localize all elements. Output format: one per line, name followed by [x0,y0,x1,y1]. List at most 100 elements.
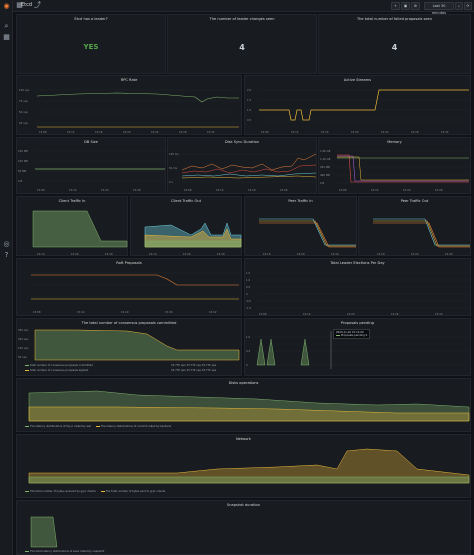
table-values: 33.77K ops 33.77K ops 33.77K ops [171,364,216,367]
snapshot-chart [30,516,58,548]
search-icon[interactable]: ⌕ [4,22,9,30]
area-disk-ops-1 [28,390,470,422]
tooltip-row: Proposals pending 0 [336,334,367,337]
panel-title: Peer Traffic In [288,199,313,203]
legend-color-icon [336,334,340,336]
y-tick: 1.86 GB [320,149,331,153]
panel-title: Peer Traffic Out [400,199,429,203]
legend-color-icon [25,364,29,366]
panel-title: Active Streams [343,78,372,82]
y-tick: 25 ops [19,121,28,125]
x-tick: 15:26 [391,312,399,316]
save-button[interactable]: ▣ [401,2,410,10]
y-tick: 150 MB [18,149,28,153]
help-icon[interactable]: ? [4,251,9,259]
area-client-in [32,210,128,248]
x-tick: 15:20 [297,252,305,256]
series-line-peer-in-1 [259,218,356,246]
y-tick: 0.5 [246,285,250,289]
panel-network: Network The total number of bytes receiv… [16,434,471,498]
x-tick: 15:30 [331,252,339,256]
y-tick: 0.5 [247,118,251,122]
settings-button[interactable]: ⚙ [411,2,420,10]
panel-title: Etcd has a leader? [74,17,108,21]
table-cell: 33.77K ops [186,364,201,367]
x-axis-ticks: 15:08 15:12 15:16 15:20 15:24 15:28 15:3… [261,130,449,134]
stat-panel-has-leader: Etcd has a leader? YES [16,14,166,74]
y-tick: 250 ops [18,337,29,341]
share-icon[interactable]: ⤴ [34,1,41,9]
tooltip-value: 0 [365,334,368,337]
y-tick: 0.5 [246,349,250,353]
memory-chart: 1.86 GB 1.40 GB 932 MB 466 MB 0 B 15:08 … [320,149,469,192]
x-tick: 15:16 [321,130,329,134]
user-icon[interactable]: ◎ [3,240,10,248]
x-tick: 15:16 [95,130,103,134]
panel-title: Snapshot duration [226,503,261,507]
dashboard-grid-icon: ▦ [16,1,23,9]
area-snapshot [30,516,58,548]
y-tick: 0 [246,292,248,296]
y-tick: 75 ops [19,99,28,103]
x-tick: 15:24 [151,130,159,134]
series-line-peer-out-1 [373,218,470,246]
series-line-disk-3 [181,172,317,177]
add-panel-button[interactable]: + [391,2,400,10]
legend-label[interactable]: The latency distributions of fsync calle… [30,425,91,428]
x-tick: 15:26 [280,188,288,192]
panel-title: Memory [387,140,402,144]
legend-color-icon [25,369,29,371]
active-streams-chart: 2.0 1.5 1.0 0.5 15:08 15:12 15:16 15:20 … [247,88,469,134]
x-tick: 15:14 [303,312,311,316]
y-tick: 1.5 [246,271,250,275]
x-tick: 15:08 [339,188,347,192]
x-tick: 15:12 [67,130,75,134]
series-line-disk-2 [181,164,317,174]
series-line-mem-2 [337,155,469,182]
tooltip-series: Proposals pending [341,334,365,337]
peer-in-chart: 15:10 15:20 15:30 [259,218,356,256]
panel-peer-traffic-out: Peer Traffic Out 15:10 15:20 15:30 [358,196,471,256]
refresh-button[interactable]: ⟳ [464,2,472,10]
legend: The latency distributions of fsync calle… [25,425,171,428]
client-in-chart: 15:10 15:20 15:30 [32,210,128,256]
x-tick: 15:20 [71,252,79,256]
grafana-logo-icon[interactable]: ◉ [3,2,10,10]
series-line-mem-1 [337,154,469,183]
x-tick: 15:14 [371,188,379,192]
x-tick: 15:20 [123,130,131,134]
legend-label[interactable]: The latency distributions of commit call… [100,425,172,428]
table-cell: 33.77K ops [186,369,201,372]
area-pending-1 [256,338,266,366]
leader-changes-value: 4 [239,43,245,52]
client-out-chart: 15:10 15:20 15:30 [144,222,242,256]
panel-title: Network [235,437,251,441]
legend-label[interactable]: The total number of bytes sent to grpc c… [105,490,166,493]
panel-title: DB Size [84,140,98,144]
zoom-out-button[interactable]: ⌕ [455,2,463,10]
grid [255,336,469,366]
legend-label[interactable]: The total number of bytes received by gr… [30,490,96,493]
grid [257,272,469,309]
dashboard-title[interactable]: Etcd [21,2,33,8]
panel-db-size: DB Size 150 MB 100 MB 50 MB 0 B 15:08 15… [16,137,166,194]
x-tick: 15:26 [133,188,141,192]
legend: The total latency distributions of save … [25,550,104,553]
tooltip-time: 2020-11-02 15:12:00 [336,331,364,334]
x-tick: 15:28 [411,130,419,134]
y-tick: 350 ops [18,328,29,332]
panel-title: Client Traffic Out [170,199,201,203]
x-tick: 15:20 [248,188,256,192]
dashboards-icon[interactable]: ▦ [3,33,10,41]
series-line-disk-4 [181,175,317,179]
x-tick: 15:20 [101,188,109,192]
panel-rpc-rate: RPC Rate 100 ops 75 ops 50 ops 25 ops 15… [16,75,242,135]
raft-proposals-chart: 15:08 15:14 15:20 15:26 15:32 [31,272,239,314]
time-range-picker[interactable]: Last 30 minutes [424,2,454,15]
y-tick: 466 MB [320,173,330,177]
legend-label[interactable]: The total latency distributions of save … [30,550,105,553]
series-line-rpc [36,92,239,103]
panel-title: The number of leader changes seen [209,17,275,21]
series-line-peer-in-2 [259,220,356,247]
panel-title: RPC Rate [120,78,138,82]
